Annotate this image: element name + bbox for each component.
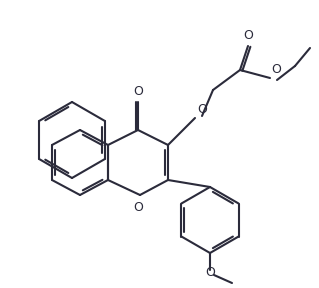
Text: O: O bbox=[197, 103, 207, 116]
Text: O: O bbox=[133, 201, 143, 214]
Text: O: O bbox=[133, 85, 143, 98]
Text: O: O bbox=[243, 29, 253, 42]
Text: O: O bbox=[205, 266, 215, 279]
Text: O: O bbox=[271, 63, 281, 76]
